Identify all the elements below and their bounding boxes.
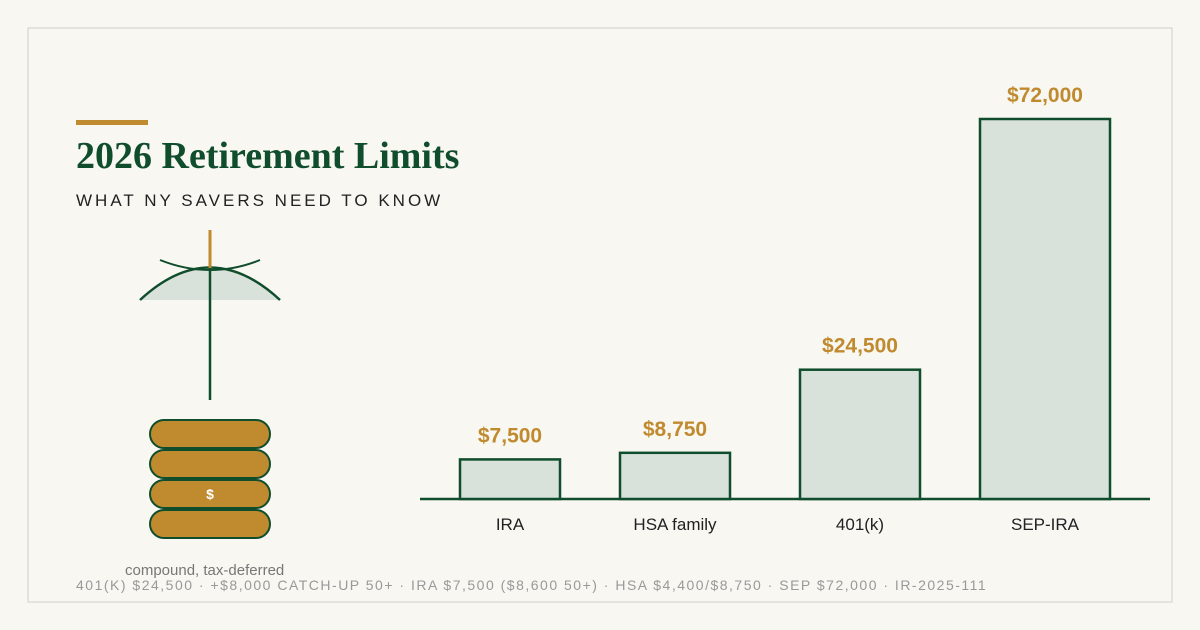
footer-note: 401(K) $24,500 · +$8,000 CATCH-UP 50+ · …: [76, 577, 987, 593]
x-tick-label: 401(k): [836, 515, 884, 534]
value-label: $24,500: [822, 335, 898, 358]
umbrella-illustration: $: [139, 230, 281, 539]
value-label: $7,500: [478, 424, 542, 447]
bar: [978, 117, 1112, 501]
value-label: $72,000: [1007, 84, 1083, 107]
coin: [149, 419, 271, 449]
x-tick-label: SEP-IRA: [1011, 515, 1080, 534]
chart-subtitle: WHAT NY SAVERS NEED TO KNOW: [76, 191, 443, 210]
coin: [149, 449, 271, 479]
bar: [618, 451, 732, 501]
bar: [798, 368, 922, 501]
coin: [149, 509, 271, 539]
value-label: $8,750: [643, 418, 707, 441]
x-tick-label: IRA: [496, 515, 525, 534]
bar: [458, 458, 562, 501]
coin-label: $: [206, 486, 214, 502]
accent-bar: [76, 120, 148, 125]
chart-title: 2026 Retirement Limits: [76, 135, 459, 177]
coin: [149, 479, 271, 509]
x-tick-label: HSA family: [633, 515, 717, 534]
illustration-caption: compound, tax-deferred: [125, 562, 284, 579]
